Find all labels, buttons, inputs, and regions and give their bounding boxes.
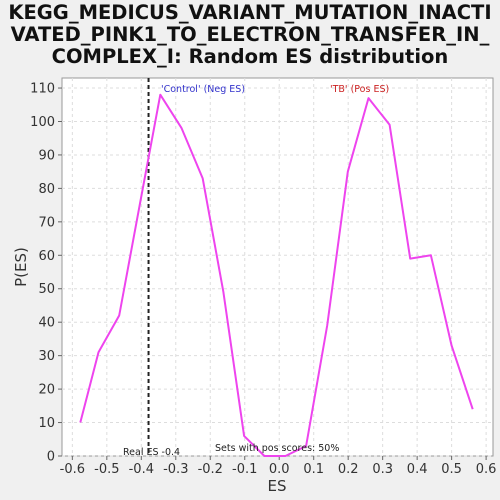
y-tick-label: 30 xyxy=(38,349,55,364)
plot-area xyxy=(61,77,494,457)
grid-lines xyxy=(62,78,493,457)
x-axis-label: ES xyxy=(268,477,287,495)
y-tick-labels: 0 10 20 30 40 50 60 70 80 90 100 110 xyxy=(30,82,55,465)
y-tick-label: 80 xyxy=(38,182,55,197)
pos-es-label: 'TB' (Pos ES) xyxy=(330,84,389,95)
x-tick-label: 0.6 xyxy=(476,462,497,477)
x-tick-label: 0.5 xyxy=(441,462,462,477)
y-tick-label: 70 xyxy=(38,215,55,230)
chart-title-line-2: VATED_PINK1_TO_ELECTRON_TRANSFER_IN_ xyxy=(10,24,490,46)
y-tick-label: 60 xyxy=(38,249,55,264)
x-tick-label: 0.2 xyxy=(338,462,359,477)
x-tick-label: -0.3 xyxy=(163,462,188,477)
es-distribution-line xyxy=(79,93,474,457)
y-tick-label: 10 xyxy=(38,416,55,431)
y-tick-label: 50 xyxy=(38,282,55,297)
y-tick-label: 110 xyxy=(30,82,55,97)
chart-title-line-3: COMPLEX_I: Random ES distribution xyxy=(51,46,449,68)
chart-title: KEGG_MEDICUS_VARIANT_MUTATION_INACTI VAT… xyxy=(0,0,500,68)
x-tick-labels: -0.6 -0.5 -0.4 -0.3 -0.2 -0.1 0.0 0.1 0.2 0.3 0.4 0… xyxy=(60,462,497,477)
x-tick-label: -0.6 xyxy=(60,462,85,477)
real-es-label: Real ES -0.4 xyxy=(123,447,180,458)
y-tick-label: 40 xyxy=(38,316,55,331)
x-tick-label: 0.0 xyxy=(269,462,290,477)
x-tick-label: -0.1 xyxy=(232,462,257,477)
y-tick-label: 90 xyxy=(38,148,55,163)
chart-title-line-1: KEGG_MEDICUS_VARIANT_MUTATION_INACTI xyxy=(8,2,492,24)
x-tick-label: -0.4 xyxy=(129,462,154,477)
y-tick-label: 20 xyxy=(38,383,55,398)
axis-ticks xyxy=(58,87,487,460)
x-tick-label: 0.4 xyxy=(407,462,428,477)
x-tick-label: -0.2 xyxy=(198,462,223,477)
pos-scores-label: Sets with pos scores: 50% xyxy=(215,443,339,454)
x-tick-label: 0.1 xyxy=(303,462,324,477)
series-group xyxy=(79,93,474,457)
y-tick-label: 0 xyxy=(47,450,55,465)
y-axis-label: P(ES) xyxy=(12,247,30,287)
y-tick-label: 100 xyxy=(30,115,55,130)
x-tick-label: 0.3 xyxy=(372,462,393,477)
neg-es-label: 'Control' (Neg ES) xyxy=(161,84,245,95)
x-tick-label: -0.5 xyxy=(94,462,119,477)
